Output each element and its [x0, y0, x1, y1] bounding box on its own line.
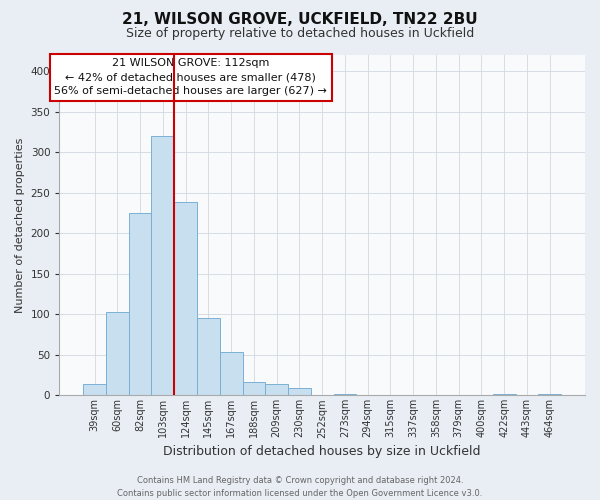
Text: Size of property relative to detached houses in Uckfield: Size of property relative to detached ho…	[126, 28, 474, 40]
Text: Contains HM Land Registry data © Crown copyright and database right 2024.
Contai: Contains HM Land Registry data © Crown c…	[118, 476, 482, 498]
Bar	[538, 394, 561, 396]
Text: 21 WILSON GROVE: 112sqm
← 42% of detached houses are smaller (478)
56% of semi-d: 21 WILSON GROVE: 112sqm ← 42% of detache…	[55, 58, 327, 96]
Text: 21, WILSON GROVE, UCKFIELD, TN22 2BU: 21, WILSON GROVE, UCKFIELD, TN22 2BU	[122, 12, 478, 28]
Bar	[288, 388, 311, 396]
Bar	[197, 318, 220, 396]
Bar	[174, 202, 197, 396]
Bar	[493, 394, 515, 396]
X-axis label: Distribution of detached houses by size in Uckfield: Distribution of detached houses by size …	[163, 444, 481, 458]
Bar	[151, 136, 174, 396]
Bar	[334, 394, 356, 396]
Bar	[106, 312, 129, 396]
Bar	[129, 213, 151, 396]
Bar	[242, 382, 265, 396]
Bar	[83, 384, 106, 396]
Bar	[265, 384, 288, 396]
Y-axis label: Number of detached properties: Number of detached properties	[15, 138, 25, 313]
Bar	[220, 352, 242, 396]
